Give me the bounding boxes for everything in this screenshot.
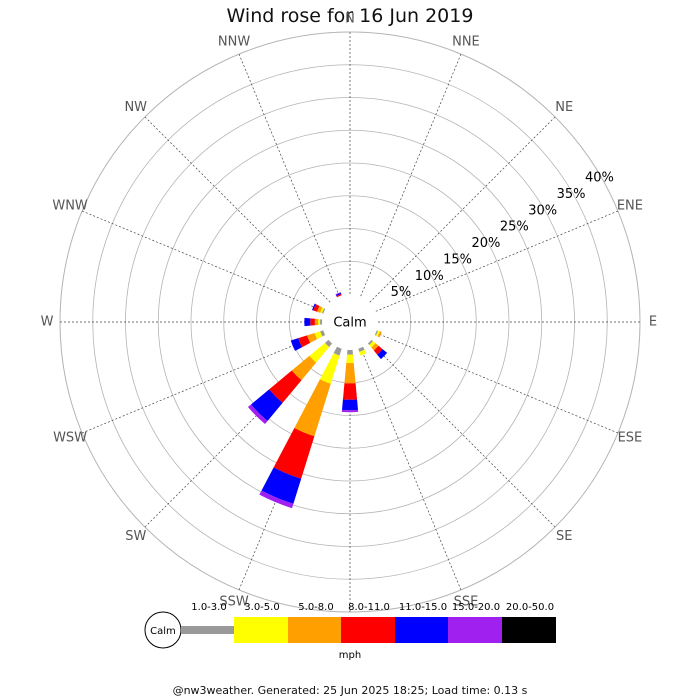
wedge-wnw-bin-5 (312, 303, 316, 311)
wedge-ese-bin-2 (375, 330, 380, 337)
wedge-w-bin-1 (320, 319, 323, 325)
wedge-w-bin-5 (304, 317, 311, 327)
grid-ring-5 (157, 129, 543, 515)
legend-bin-label-5: 11.0-15.0 (399, 602, 447, 613)
direction-label-ene: ENE (617, 199, 643, 214)
wedge-wsw-bin-5 (290, 338, 303, 351)
direction-label-wsw: WSW (53, 430, 87, 445)
legend-bin-label-1: 1.0-3.0 (191, 602, 226, 613)
wedge-sse-bin-2 (359, 349, 367, 356)
legend-swatch-2 (234, 617, 288, 643)
direction-label-se: SE (556, 529, 572, 544)
legend-swatch-1 (181, 626, 234, 634)
wedge-wsw-bin-3 (307, 333, 318, 343)
wedge-w-bin-2 (318, 319, 321, 325)
wedge-se-bin-2 (369, 341, 376, 348)
direction-label-ssw: SSW (219, 594, 249, 609)
wedge-s-bin-3 (344, 362, 356, 384)
direction-label-e: E (649, 315, 657, 330)
calm-center-label: Calm (333, 316, 366, 331)
wedge-sw-bin-1 (324, 339, 333, 348)
wedge-s-bin-1 (347, 349, 353, 355)
wedge-nnw-bin-6 (335, 292, 341, 295)
legend-unit-label: mph (339, 650, 361, 661)
wedge-sw-bin-5 (250, 389, 283, 422)
legend-bin-label-6: 15.0-20.0 (452, 602, 500, 613)
radial-tick-label: 15% (443, 252, 472, 267)
grid-ring-3 (223, 195, 477, 449)
wedge-sw-bin-6 (247, 404, 268, 425)
legend-swatch-5 (395, 617, 448, 643)
radial-tick-label: 20% (472, 236, 501, 251)
wedge-sse-bin-1 (358, 346, 365, 352)
wedge-ssw-bin-6 (259, 490, 294, 509)
wedge-wsw-bin-2 (314, 331, 323, 340)
legend-bin-label-4: 8.0-11.0 (348, 602, 390, 613)
legend-swatch-7 (502, 617, 556, 643)
direction-label-nnw: NNW (218, 35, 250, 50)
legend-bin-label-3: 5.0-8.0 (298, 602, 333, 613)
wedge-ssw-bin-1 (333, 346, 342, 356)
wedge-nnw-bin-5 (335, 292, 342, 297)
wedge-s-bin-5 (342, 399, 358, 411)
wedge-ssw-bin-2 (319, 353, 340, 384)
wedge-sw-bin-2 (309, 342, 330, 363)
wedge-ssw-bin-3 (294, 379, 331, 437)
direction-label-n: N (345, 12, 355, 27)
direction-label-nne: NNE (452, 35, 480, 50)
direction-label-ese: ESE (618, 430, 643, 445)
legend-swatch-6 (448, 617, 502, 643)
wedge-s-bin-4 (342, 383, 358, 400)
wedge-s-bin-6 (341, 409, 359, 413)
radial-tick-label: 35% (557, 187, 586, 202)
wedge-w-bin-4 (310, 318, 315, 326)
wedge-se-bin-4 (373, 345, 383, 355)
legend-calm-label: Calm (150, 626, 176, 637)
legend-bin-label-7: 20.0-50.0 (506, 602, 554, 613)
legend-bin-label-2: 3.0-5.0 (244, 602, 279, 613)
radial-tick-label: 25% (500, 220, 529, 235)
direction-label-nw: NW (124, 100, 147, 115)
wedge-sw-bin-3 (291, 355, 317, 381)
radial-tick-label: 5% (391, 285, 412, 300)
wedge-wnw-bin-3 (317, 305, 323, 313)
wedge-wnw-bin-2 (320, 307, 325, 314)
spoke-nw (144, 116, 331, 303)
wedge-ese-bin-1 (374, 330, 378, 336)
wedge-nnw-bin-4 (336, 294, 342, 298)
wedge-w-bin-3 (314, 318, 319, 326)
calm-center (326, 298, 374, 346)
grid-ring-4 (190, 162, 510, 482)
wedge-wsw-bin-1 (320, 330, 326, 337)
radial-tick-label: 40% (585, 171, 614, 186)
wedge-wsw-bin-4 (298, 335, 311, 348)
direction-label-sw: SW (125, 529, 146, 544)
legend-swatch-3 (288, 617, 341, 643)
direction-label-sse: SSE (454, 594, 479, 609)
radial-tick-label: 10% (415, 269, 444, 284)
wedge-ese-bin-3 (377, 331, 382, 338)
radial-tick-label: 30% (528, 203, 557, 218)
wedge-s-bin-2 (346, 354, 354, 364)
direction-label-w: W (41, 315, 54, 330)
wedge-se-bin-3 (371, 343, 379, 351)
footer-text: @nw3weather. Generated: 25 Jun 2025 18:2… (172, 684, 528, 697)
wedge-se-bin-1 (367, 339, 374, 346)
direction-label-ne: NE (555, 100, 573, 115)
wedge-wnw-bin-1 (322, 308, 326, 314)
wedge-se-bin-5 (377, 349, 388, 360)
wedge-ssw-bin-5 (261, 467, 302, 504)
spoke-ene (375, 210, 619, 312)
direction-label-wnw: WNW (52, 199, 88, 214)
wedge-wnw-bin-4 (313, 304, 320, 312)
chart-title: Wind rose for 16 Jun 2019 (226, 5, 474, 27)
legend-swatch-4 (341, 617, 395, 643)
wedge-ssw-bin-4 (273, 427, 315, 479)
wedge-sw-bin-4 (269, 370, 302, 403)
